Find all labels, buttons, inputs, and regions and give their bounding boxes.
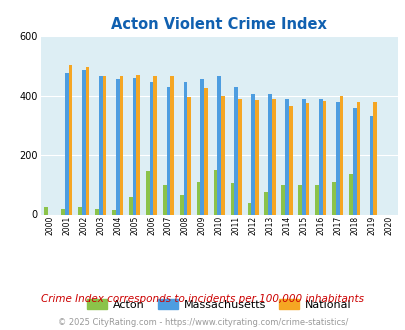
Bar	[145, 171, 149, 214]
Bar	[331, 182, 335, 214]
Bar	[170, 77, 174, 215]
Bar	[373, 102, 376, 214]
Bar	[136, 75, 140, 214]
Bar	[301, 99, 305, 214]
Bar	[352, 108, 356, 214]
Bar	[153, 77, 157, 215]
Text: Crime Index corresponds to incidents per 100,000 inhabitants: Crime Index corresponds to incidents per…	[41, 294, 364, 304]
Bar	[221, 96, 224, 214]
Bar	[187, 97, 190, 214]
Bar	[112, 210, 115, 214]
Bar	[264, 192, 268, 214]
Bar	[356, 102, 359, 214]
Text: © 2025 CityRating.com - https://www.cityrating.com/crime-statistics/: © 2025 CityRating.com - https://www.city…	[58, 318, 347, 327]
Bar	[196, 182, 200, 214]
Bar	[183, 82, 187, 214]
Bar	[95, 209, 98, 214]
Bar	[369, 116, 373, 214]
Bar	[237, 99, 241, 214]
Bar	[322, 101, 326, 214]
Bar	[132, 79, 136, 214]
Bar	[284, 99, 288, 214]
Bar	[288, 106, 292, 214]
Bar	[179, 195, 183, 214]
Bar	[200, 80, 204, 214]
Bar	[65, 73, 68, 214]
Bar	[339, 96, 343, 214]
Bar	[251, 94, 254, 214]
Bar	[247, 203, 251, 214]
Bar	[305, 103, 309, 214]
Bar	[254, 100, 258, 214]
Bar	[149, 82, 153, 214]
Bar	[44, 207, 48, 215]
Bar	[281, 185, 284, 214]
Bar	[318, 99, 322, 214]
Bar	[268, 94, 271, 214]
Bar	[271, 99, 275, 214]
Bar	[298, 185, 301, 214]
Bar	[204, 88, 207, 214]
Bar	[213, 170, 217, 215]
Bar	[78, 207, 82, 215]
Bar	[68, 65, 72, 214]
Bar	[230, 183, 234, 214]
Bar	[335, 102, 339, 214]
Bar	[85, 67, 89, 214]
Bar	[234, 87, 237, 214]
Bar	[129, 197, 132, 214]
Bar	[98, 76, 102, 214]
Bar	[217, 77, 221, 215]
Bar	[162, 185, 166, 214]
Legend: Acton, Massachusetts, National: Acton, Massachusetts, National	[83, 295, 355, 314]
Title: Acton Violent Crime Index: Acton Violent Crime Index	[111, 17, 326, 32]
Bar	[314, 185, 318, 214]
Bar	[102, 76, 106, 214]
Bar	[61, 209, 65, 214]
Bar	[82, 70, 85, 214]
Bar	[348, 175, 352, 215]
Bar	[166, 87, 170, 214]
Bar	[119, 77, 123, 215]
Bar	[115, 80, 119, 214]
